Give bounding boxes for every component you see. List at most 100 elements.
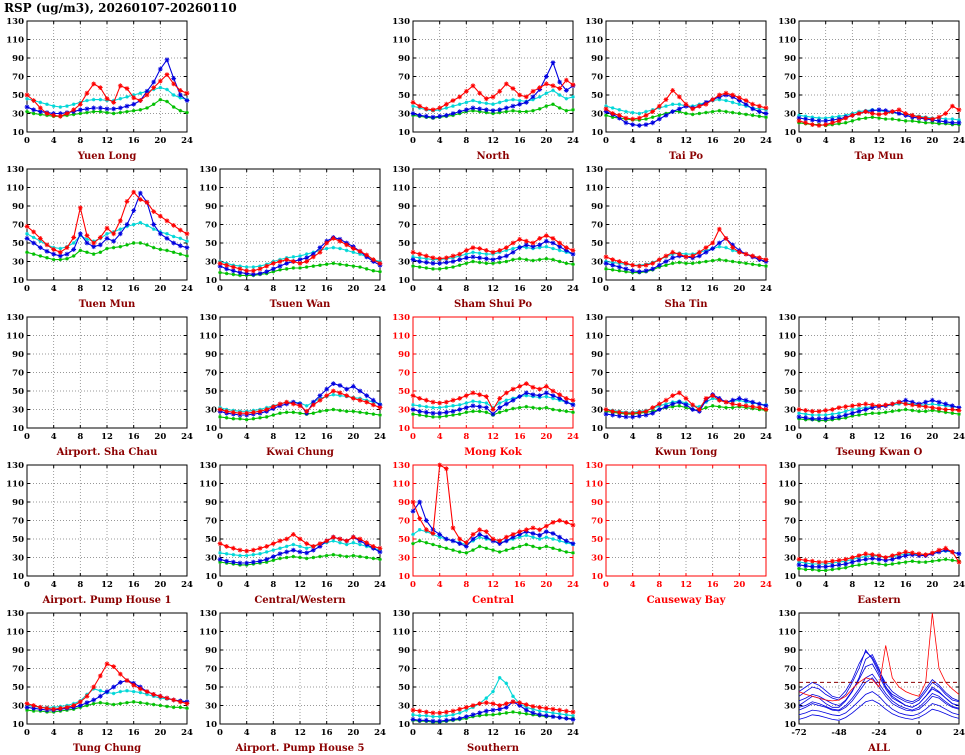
y-tick-label: 130 <box>6 461 24 471</box>
x-tick-label: 8 <box>463 432 469 442</box>
x-tick-label: 24 <box>760 284 772 294</box>
x-tick-label: 24 <box>374 728 386 738</box>
y-tick-label: 50 <box>591 387 603 397</box>
y-tick-label: 70 <box>591 517 603 527</box>
y-tick-label: 30 <box>784 406 796 416</box>
y-tick-label: 90 <box>12 54 24 64</box>
chart-north: 10 30 50 70 90 110 130 0 4 8 12 16 20 24 North <box>386 14 579 162</box>
chart-canvas: 10 30 50 70 90 110 130 0 4 8 12 16 20 24 Tsuen Wan <box>199 165 386 310</box>
x-tick-label: 8 <box>656 136 662 146</box>
series-red-markers <box>217 388 383 416</box>
x-tick-label: 24 <box>181 432 193 442</box>
chart-central-western: 10 30 50 70 90 110 130 0 4 8 12 16 20 24 Central/Weste… <box>193 458 386 606</box>
x-tick-label: 20 <box>926 432 938 442</box>
x-tick-label: 0 <box>796 136 802 146</box>
station-line-6 <box>798 651 960 703</box>
plot-border <box>798 464 960 577</box>
y-tick-label: 50 <box>784 683 796 693</box>
y-tick-label: 130 <box>6 165 24 175</box>
y-tick-label: 30 <box>591 406 603 416</box>
y-tick-label: 30 <box>784 110 796 120</box>
chart-canvas: 10 30 50 70 90 110 130 0 4 8 12 16 20 24 Airport. Pump… <box>6 461 193 606</box>
x-tick-label: 20 <box>540 284 552 294</box>
chart-kwai-chung: 10 30 50 70 90 110 130 0 4 8 12 16 20 24 Kwai Chung <box>193 310 386 458</box>
x-tick-label: 16 <box>128 284 140 294</box>
y-tick-label: 130 <box>199 609 217 619</box>
y-tick-label: 30 <box>398 702 410 712</box>
chart-title: Sham Shui Po <box>454 299 532 310</box>
chart-canvas: 10 30 50 70 90 110 130 -72 -48 -24 0 24 ALL <box>778 609 965 754</box>
chart-title: Tung Chung <box>73 743 141 754</box>
x-tick-label: 8 <box>463 284 469 294</box>
y-tick-label: 70 <box>12 369 24 379</box>
y-tick-label: 10 <box>784 572 796 582</box>
x-tick-label: 0 <box>410 136 416 146</box>
x-tick-label: 12 <box>487 580 499 590</box>
y-tick-label: 110 <box>6 332 24 342</box>
y-tick-label: 50 <box>591 91 603 101</box>
y-tick-label: 110 <box>6 36 24 46</box>
chart-canvas: 10 30 50 70 90 110 130 0 4 8 12 16 20 24 Tai Po <box>585 17 772 162</box>
gridlines <box>799 613 959 724</box>
y-tick-label: 50 <box>12 91 24 101</box>
x-tick-label: 8 <box>656 284 662 294</box>
x-tick-label: 8 <box>270 580 276 590</box>
charts-grid: 10 30 50 70 90 110 130 0 4 8 12 16 20 24 Yuen Long 10 30… <box>0 14 965 754</box>
series-blue-markers <box>410 499 576 549</box>
x-tick-label: 4 <box>437 284 443 294</box>
y-tick-label: 90 <box>205 646 217 656</box>
chart-tung-chung: 10 30 50 70 90 110 130 0 4 8 12 16 20 24 Tung Chung <box>0 606 193 754</box>
series-red-markers <box>24 661 190 712</box>
x-tick-label: 8 <box>463 580 469 590</box>
chart-all: 10 30 50 70 90 110 130 -72 -48 -24 0 24 ALL <box>772 606 965 754</box>
x-tick-label: 0 <box>410 432 416 442</box>
y-tick-label: 90 <box>205 202 217 212</box>
y-tick-label: 70 <box>205 221 217 231</box>
x-tick-label: 24 <box>567 728 579 738</box>
plot-border <box>605 464 767 577</box>
x-tick-label: 24 <box>374 432 386 442</box>
chart-title: Kwai Chung <box>266 447 334 458</box>
chart-title: Central/Western <box>254 595 346 606</box>
gridlines <box>27 613 187 724</box>
y-tick-label: 110 <box>392 184 410 194</box>
chart-tsuen-wan: 10 30 50 70 90 110 130 0 4 8 12 16 20 24 Tsuen Wan <box>193 162 386 310</box>
y-tick-label: 50 <box>12 239 24 249</box>
x-tick-label: 8 <box>77 580 83 590</box>
x-tick-label: 0 <box>410 284 416 294</box>
x-tick-label: 4 <box>437 580 443 590</box>
y-tick-label: 30 <box>12 258 24 268</box>
y-tick-label: 130 <box>585 461 603 471</box>
x-tick-label: 0 <box>24 728 30 738</box>
chart-title: Yuen Long <box>77 151 137 162</box>
x-tick-label: 0 <box>24 432 30 442</box>
y-tick-label: 10 <box>12 572 24 582</box>
plot-border <box>219 316 381 429</box>
x-tick-label: 24 <box>953 728 965 738</box>
x-tick-label: 20 <box>733 580 745 590</box>
x-tick-label: 24 <box>374 284 386 294</box>
x-tick-label: 0 <box>916 728 922 738</box>
plot-border <box>26 20 188 133</box>
series-red <box>798 612 960 702</box>
series-red-markers <box>603 88 769 122</box>
chart-tap-mun: 10 30 50 70 90 110 130 0 4 8 12 16 20 24 Tap Mun <box>772 14 965 162</box>
y-tick-label: 10 <box>12 128 24 138</box>
y-tick-label: 110 <box>585 480 603 490</box>
gridlines <box>413 613 573 724</box>
x-tick-label: 12 <box>680 432 692 442</box>
x-tick-label: 8 <box>463 136 469 146</box>
series-green-markers <box>797 557 961 573</box>
x-tick-label: 0 <box>796 580 802 590</box>
plot-border <box>219 464 381 577</box>
x-tick-label: 24 <box>760 432 772 442</box>
y-tick-label: 30 <box>205 406 217 416</box>
gridlines <box>799 465 959 576</box>
gridlines <box>27 21 187 132</box>
y-tick-label: 110 <box>199 628 217 638</box>
chart-sha-tin: 10 30 50 70 90 110 130 0 4 8 12 16 20 24 Sha Tin <box>579 162 772 310</box>
plot-border <box>605 316 767 429</box>
chart-canvas: 10 30 50 70 90 110 130 0 4 8 12 16 20 24 Kwun Tong <box>585 313 772 458</box>
y-tick-label: 70 <box>591 369 603 379</box>
x-tick-label: 20 <box>347 580 359 590</box>
